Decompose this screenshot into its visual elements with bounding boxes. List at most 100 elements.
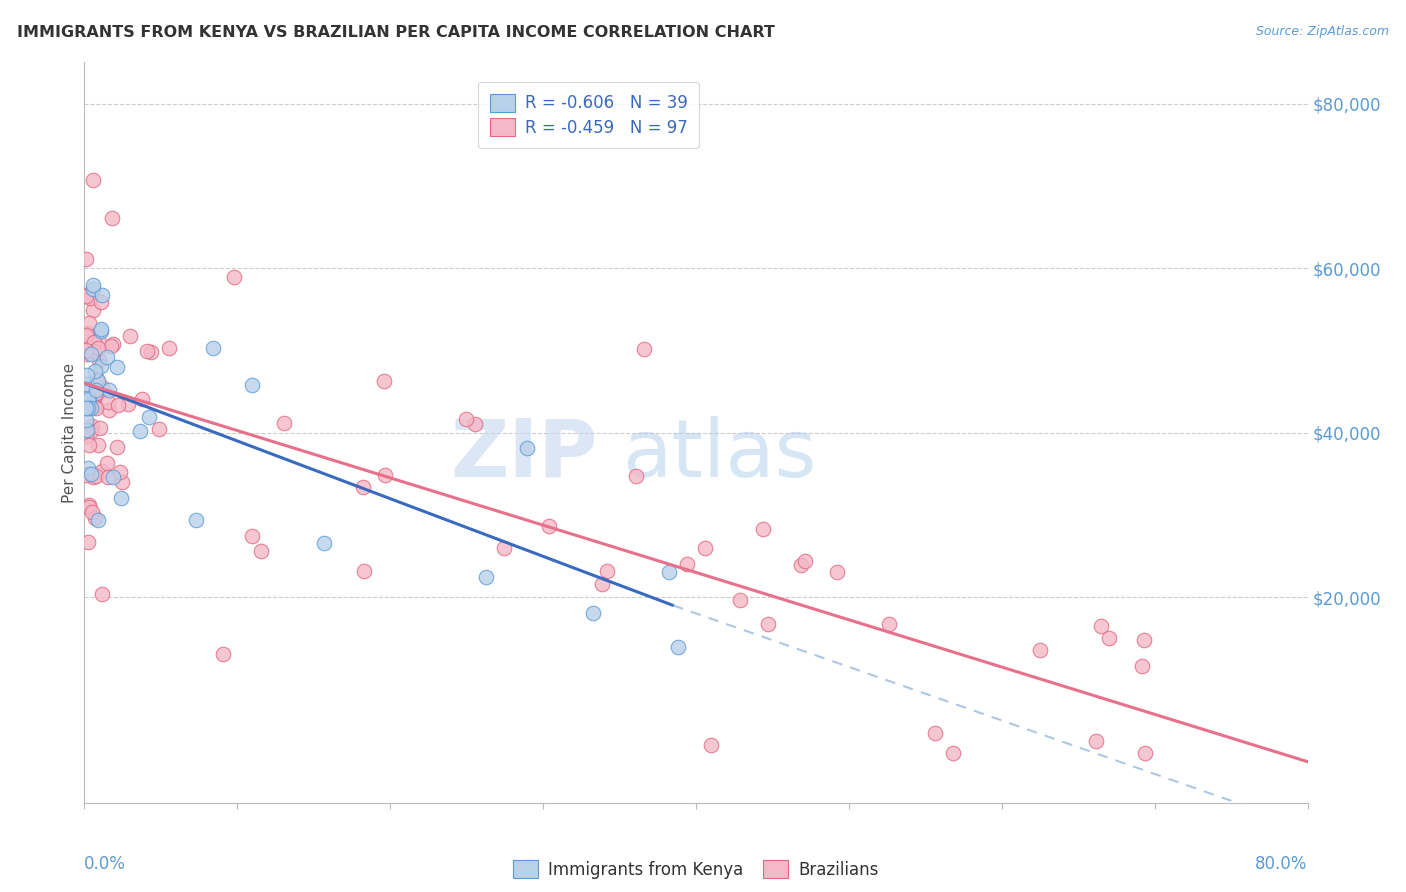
Point: [117, 397, 139, 411]
Point: [516, 442, 538, 456]
Point: [110, 465, 132, 479]
Point: [75, 376, 97, 391]
Point: [157, 341, 180, 355]
Point: [87, 437, 110, 451]
Point: [97, 469, 120, 483]
Point: [87, 334, 110, 349]
Text: ZIP: ZIP: [451, 416, 598, 494]
Point: [758, 616, 780, 631]
Point: [76, 535, 98, 549]
Point: [91, 380, 114, 394]
Point: [492, 541, 515, 555]
Point: [240, 377, 263, 392]
Point: [80, 419, 103, 434]
Point: [75, 401, 97, 415]
Point: [76, 368, 98, 383]
Point: [353, 564, 375, 578]
Point: [1098, 631, 1121, 645]
Point: [80, 347, 103, 361]
Point: [77, 401, 100, 416]
Point: [100, 211, 122, 226]
Point: [475, 570, 498, 584]
Point: [75, 467, 97, 482]
Point: [82, 277, 104, 292]
Point: [77, 461, 100, 475]
Point: [80, 397, 103, 411]
Point: [84, 386, 107, 401]
Point: [1133, 633, 1156, 648]
Point: [1133, 747, 1156, 761]
Point: [202, 341, 225, 355]
Point: [76, 377, 98, 392]
Point: [79, 291, 101, 305]
Point: [633, 343, 655, 357]
Point: [352, 480, 374, 494]
Point: [75, 289, 97, 303]
Point: [80, 505, 103, 519]
Point: [456, 411, 478, 425]
Point: [825, 565, 848, 579]
Text: IMMIGRANTS FROM KENYA VS BRAZILIAN PER CAPITA INCOME CORRELATION CHART: IMMIGRANTS FROM KENYA VS BRAZILIAN PER C…: [17, 25, 775, 40]
Point: [80, 401, 103, 415]
Point: [91, 586, 114, 600]
Point: [96, 350, 118, 364]
Text: 0.0%: 0.0%: [84, 855, 127, 872]
Point: [77, 498, 100, 512]
Point: [97, 394, 120, 409]
Point: [80, 425, 103, 439]
Point: [794, 554, 817, 568]
Point: [97, 384, 120, 398]
Point: [110, 491, 132, 506]
Point: [76, 423, 98, 437]
Point: [75, 287, 97, 301]
Text: atlas: atlas: [623, 416, 817, 494]
Point: [120, 328, 142, 343]
Point: [591, 577, 613, 591]
Point: [1130, 658, 1153, 673]
Point: [90, 295, 112, 310]
Point: [699, 738, 721, 752]
Point: [101, 470, 124, 484]
Point: [695, 541, 717, 556]
Point: [76, 467, 98, 481]
Point: [96, 456, 118, 470]
Point: [90, 322, 112, 336]
Point: [79, 438, 101, 452]
Point: [76, 326, 98, 340]
Point: [877, 617, 900, 632]
Point: [658, 566, 681, 580]
Point: [75, 413, 97, 427]
Point: [136, 344, 159, 359]
Point: [84, 511, 107, 525]
Point: [105, 359, 128, 374]
Point: [789, 558, 811, 572]
Point: [82, 303, 104, 318]
Point: [75, 252, 97, 266]
Point: [666, 640, 689, 654]
Point: [76, 347, 98, 361]
Point: [128, 424, 150, 438]
Point: [90, 359, 112, 373]
Point: [374, 468, 396, 483]
Y-axis label: Per Capita Income: Per Capita Income: [62, 362, 77, 503]
Point: [87, 374, 110, 388]
Text: Source: ZipAtlas.com: Source: ZipAtlas.com: [1256, 25, 1389, 38]
Point: [82, 173, 104, 187]
Point: [77, 392, 100, 406]
Point: [224, 269, 246, 284]
Point: [75, 429, 97, 443]
Point: [1090, 619, 1112, 633]
Point: [79, 500, 101, 515]
Point: [83, 364, 105, 378]
Point: [105, 440, 128, 454]
Point: [138, 410, 160, 425]
Point: [83, 399, 105, 413]
Point: [89, 420, 111, 434]
Point: [1085, 734, 1108, 748]
Point: [250, 544, 273, 558]
Point: [86, 513, 108, 527]
Point: [77, 316, 100, 330]
Legend: Immigrants from Kenya, Brazilians: Immigrants from Kenya, Brazilians: [505, 852, 887, 888]
Point: [98, 403, 121, 417]
Text: 80.0%: 80.0%: [1256, 855, 1308, 872]
